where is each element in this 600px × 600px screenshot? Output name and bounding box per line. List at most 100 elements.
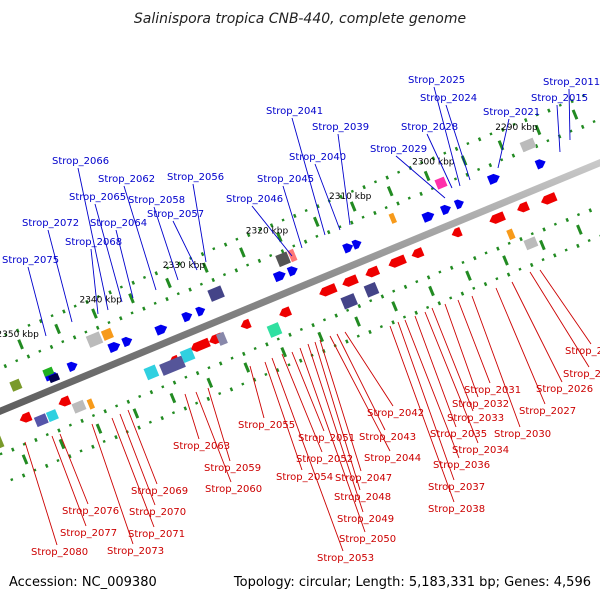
reverse-callout-line bbox=[207, 387, 231, 462]
reverse-callout-line bbox=[195, 391, 232, 483]
reverse-callout-line bbox=[329, 335, 391, 452]
tick-mark bbox=[276, 337, 280, 341]
tick-mark bbox=[4, 333, 8, 337]
tick-mark bbox=[202, 262, 209, 273]
tick-mark bbox=[426, 305, 430, 309]
tick-mark bbox=[281, 218, 285, 222]
tick-mark bbox=[298, 358, 303, 363]
forward-callout-line bbox=[123, 185, 157, 291]
tick-mark bbox=[91, 413, 96, 418]
tick-mark bbox=[149, 390, 154, 395]
gene-block bbox=[71, 399, 87, 414]
tick-mark bbox=[246, 263, 250, 267]
reverse-gene-label: Strop_2050 bbox=[339, 534, 396, 545]
reverse-gene-label: Strop_2033 bbox=[447, 413, 504, 424]
tick-mark bbox=[188, 287, 192, 292]
forward-callout-line bbox=[77, 167, 109, 311]
forward-gene-label: Strop_2024 bbox=[420, 93, 477, 104]
tick-mark bbox=[553, 253, 557, 258]
tick-mark bbox=[62, 309, 66, 314]
tick-mark bbox=[349, 201, 357, 212]
tick-mark bbox=[38, 349, 42, 353]
tick-mark bbox=[26, 354, 31, 359]
tick-mark bbox=[199, 282, 203, 286]
forward-gene-label: Strop_2011 bbox=[543, 77, 600, 88]
forward-callout-line bbox=[192, 183, 207, 263]
reverse-gene-label: Strop_2070 bbox=[129, 507, 186, 518]
tick-mark bbox=[21, 473, 26, 478]
tick-mark bbox=[206, 377, 214, 388]
tick-mark bbox=[420, 161, 424, 165]
reverse-gene-label: Strop_2069 bbox=[131, 486, 188, 497]
tick-mark bbox=[557, 134, 562, 139]
gene-block bbox=[523, 236, 539, 251]
tick-mark bbox=[288, 332, 292, 337]
reverse-gene bbox=[319, 283, 338, 297]
reverse-gene-label: Strop_2030 bbox=[494, 429, 551, 440]
reverse-gene bbox=[451, 227, 463, 238]
tick-mark bbox=[472, 286, 476, 290]
tick-mark bbox=[235, 237, 239, 241]
tick-mark bbox=[72, 335, 77, 340]
tick-mark bbox=[354, 316, 361, 327]
reverse-callout-line bbox=[127, 409, 158, 485]
tick-mark bbox=[535, 113, 539, 117]
scale-label: 2330 kbp bbox=[163, 261, 206, 271]
reverse-gene-label: Strop_2036 bbox=[433, 460, 490, 471]
tick-mark bbox=[269, 223, 274, 228]
tick-mark bbox=[495, 277, 499, 281]
tick-mark bbox=[496, 246, 500, 251]
tick-mark bbox=[169, 392, 177, 404]
gene-block bbox=[179, 347, 196, 364]
reverse-gene bbox=[342, 274, 359, 287]
tick-mark bbox=[512, 122, 516, 126]
tick-mark bbox=[3, 363, 8, 369]
reverse-callout-line bbox=[495, 287, 546, 405]
reverse-gene bbox=[541, 192, 558, 205]
reverse-gene-label: Strop_2055 bbox=[238, 420, 295, 431]
tick-mark bbox=[299, 327, 303, 331]
genome-summary-text: Topology: circular; Length: 5,183,331 bp… bbox=[233, 575, 591, 590]
tick-mark bbox=[234, 268, 239, 273]
gene-block bbox=[340, 293, 358, 310]
tick-mark bbox=[17, 339, 24, 350]
tick-mark bbox=[114, 435, 118, 440]
tick-mark bbox=[576, 213, 581, 217]
reverse-gene-label: Strop_2073 bbox=[107, 546, 164, 557]
tick-mark bbox=[303, 239, 308, 244]
reverse-gene-label: Strop_2026 bbox=[536, 384, 593, 395]
tick-mark bbox=[379, 325, 383, 329]
tick-mark bbox=[570, 98, 574, 104]
tick-mark bbox=[449, 296, 453, 300]
tick-mark bbox=[218, 361, 223, 366]
tick-mark bbox=[176, 292, 180, 296]
reverse-gene-label: Strop_2034 bbox=[452, 445, 509, 456]
forward-gene-label: Strop_2057 bbox=[147, 209, 204, 220]
tick-mark bbox=[453, 177, 458, 181]
forward-callout-line bbox=[556, 104, 561, 153]
reverse-gene-label: Strop_2022 bbox=[565, 346, 600, 357]
tick-mark bbox=[287, 363, 291, 367]
reverse-callout-line bbox=[299, 347, 366, 533]
tick-mark bbox=[369, 299, 373, 303]
tick-mark bbox=[473, 256, 477, 261]
tick-mark bbox=[79, 449, 83, 453]
tick-mark bbox=[108, 290, 112, 295]
reverse-callout-line bbox=[319, 339, 362, 472]
tick-mark bbox=[350, 220, 354, 225]
tick-mark bbox=[461, 260, 465, 264]
reverse-gene-label: Strop_2049 bbox=[337, 514, 394, 525]
reverse-gene-label: Strop_2077 bbox=[60, 528, 117, 539]
tick-mark bbox=[130, 311, 134, 315]
gene-block bbox=[33, 413, 49, 428]
reverse-gene bbox=[58, 395, 72, 407]
forward-gene bbox=[66, 361, 78, 372]
tick-mark bbox=[153, 301, 157, 305]
tick-mark bbox=[384, 206, 388, 210]
tick-mark bbox=[484, 251, 488, 255]
reverse-callout-line bbox=[444, 303, 479, 398]
tick-mark bbox=[326, 230, 331, 235]
tick-mark bbox=[553, 222, 557, 226]
forward-gene bbox=[351, 239, 362, 250]
tick-mark bbox=[80, 418, 84, 423]
